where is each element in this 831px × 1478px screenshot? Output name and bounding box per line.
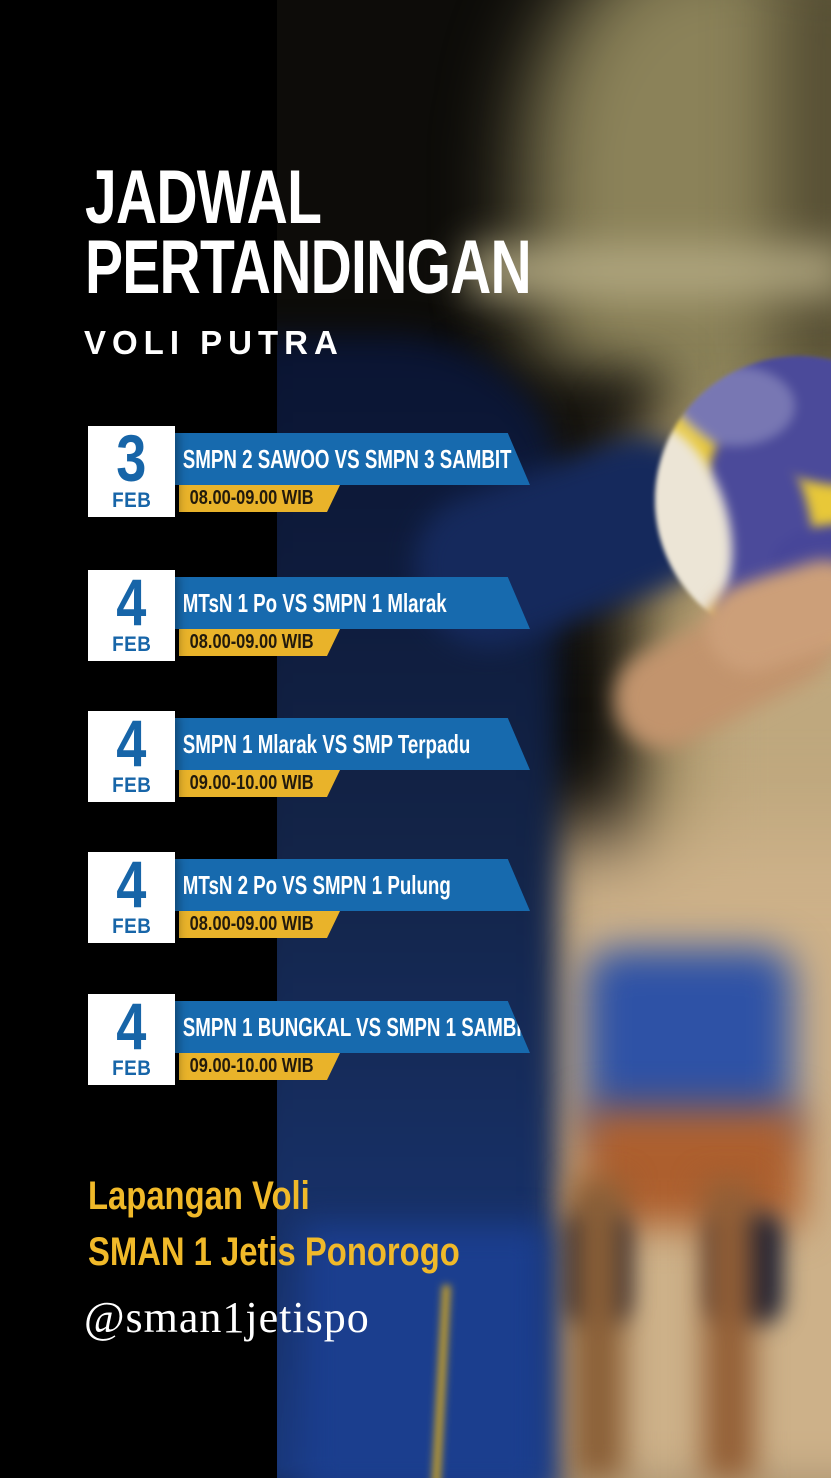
social-handle: @sman1jetispo [84, 1293, 370, 1342]
match-time-banner: 08.00-09.00 WIB [179, 485, 340, 512]
match-date-month: FEB [111, 915, 152, 938]
match-time-label: 08.00-09.00 WIB [189, 631, 314, 653]
photo-dark-edge [772, 0, 831, 390]
venue-info: Lapangan Voli SMAN 1 Jetis Ponorogo [88, 1168, 541, 1280]
match-date-box: 4 FEB [88, 565, 175, 661]
match-teams-label: SMPN 1 BUNGKAL VS SMPN 1 SAMBIT [182, 1011, 533, 1042]
match-date-day: 4 [116, 706, 147, 780]
match-row: 4 FEB SMPN 1 Mlarak VS SMP Terpadu 09.00… [0, 706, 560, 803]
photo-light-band [467, 245, 831, 297]
page-title: JADWAL PERTANDINGAN [85, 155, 680, 310]
match-teams-label: MTsN 2 Po VS SMPN 1 Pulung [182, 869, 451, 900]
match-date-day: 4 [116, 565, 147, 639]
venue-line-2: SMAN 1 Jetis Ponorogo [88, 1230, 460, 1274]
match-date-box: 3 FEB [88, 421, 175, 517]
match-time-label: 09.00-10.00 WIB [189, 1055, 314, 1077]
match-row: 4 FEB SMPN 1 BUNGKAL VS SMPN 1 SAMBIT 09… [0, 989, 560, 1086]
match-row: 4 FEB MTsN 2 Po VS SMPN 1 Pulung 08.00-0… [0, 847, 560, 944]
match-teams-label: SMPN 1 Mlarak VS SMP Terpadu [182, 728, 471, 759]
match-date-month: FEB [111, 774, 152, 797]
match-teams-banner: SMPN 2 SAWOO VS SMPN 3 SAMBIT [172, 433, 530, 485]
background-player-leg-right [703, 1180, 755, 1478]
title-line-1: JADWAL [85, 155, 322, 240]
match-teams-label: MTsN 1 Po VS SMPN 1 Mlarak [182, 587, 447, 618]
player-jersey-lower [302, 1225, 547, 1478]
match-date-month: FEB [111, 633, 152, 656]
match-date-day: 4 [116, 989, 147, 1063]
match-date-box: 4 FEB [88, 706, 175, 802]
match-teams-banner: SMPN 1 BUNGKAL VS SMPN 1 SAMBIT [172, 1001, 530, 1053]
match-time-label: 08.00-09.00 WIB [189, 487, 314, 509]
match-date-month: FEB [111, 489, 152, 512]
match-time-banner: 08.00-09.00 WIB [179, 911, 340, 938]
match-date-day: 4 [116, 847, 147, 921]
subtitle-voli-putra: VOLI PUTRA [84, 324, 344, 361]
match-teams-banner: MTsN 1 Po VS SMPN 1 Mlarak [172, 577, 530, 629]
match-row: 3 FEB SMPN 2 SAWOO VS SMPN 3 SAMBIT 08.0… [0, 421, 560, 518]
match-time-banner: 08.00-09.00 WIB [179, 629, 340, 656]
match-time-banner: 09.00-10.00 WIB [179, 770, 340, 797]
match-date-day: 3 [116, 421, 147, 495]
match-time-label: 08.00-09.00 WIB [189, 913, 314, 935]
match-date-box: 4 FEB [88, 847, 175, 943]
match-time-banner: 09.00-10.00 WIB [179, 1053, 340, 1080]
venue-line-1: Lapangan Voli [88, 1174, 310, 1218]
match-teams-banner: MTsN 2 Po VS SMPN 1 Pulung [172, 859, 530, 911]
match-time-label: 09.00-10.00 WIB [189, 772, 314, 794]
match-row: 4 FEB MTsN 1 Po VS SMPN 1 Mlarak 08.00-0… [0, 565, 560, 662]
match-teams-banner: SMPN 1 Mlarak VS SMP Terpadu [172, 718, 530, 770]
background-player-leg-left [571, 1180, 625, 1478]
volleyball-highlight [675, 366, 795, 446]
match-date-box: 4 FEB [88, 989, 175, 1085]
match-teams-label: SMPN 2 SAWOO VS SMPN 3 SAMBIT [182, 443, 512, 474]
title-line-2: PERTANDINGAN [85, 225, 532, 310]
match-date-month: FEB [111, 1057, 152, 1080]
